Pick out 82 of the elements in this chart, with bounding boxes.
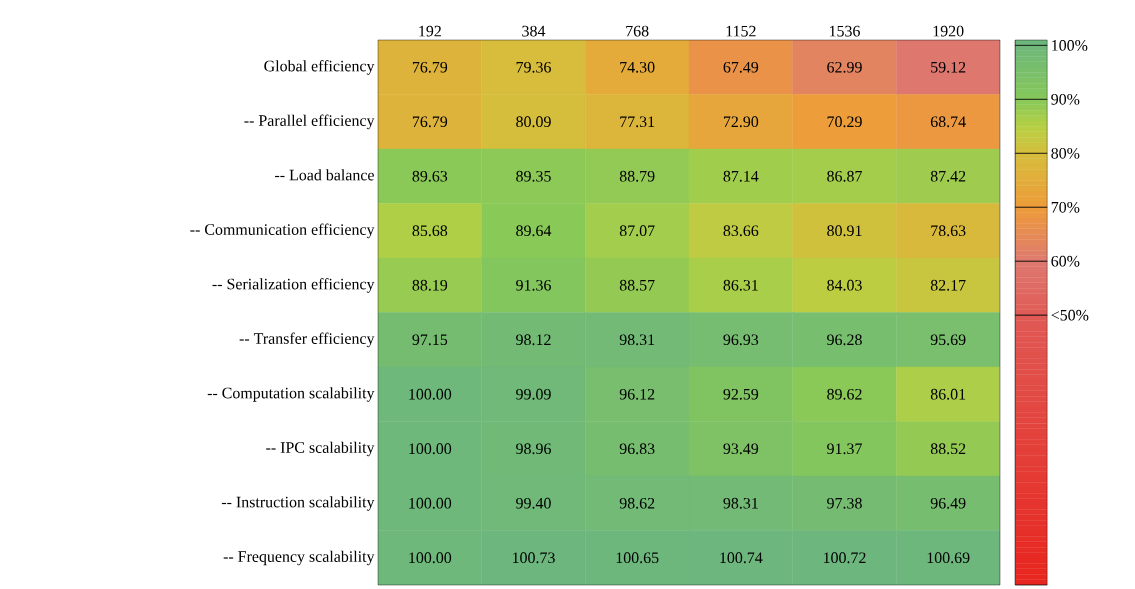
data-label: 88.19: [412, 279, 448, 291]
y-tick-label: -- Instruction scalability: [221, 496, 375, 511]
color-bar-label: 80%: [1051, 147, 1080, 159]
data-label: 85.68: [412, 225, 448, 237]
data-label: 70.29: [827, 116, 862, 128]
data-label: 72.90: [723, 116, 759, 128]
data-label: 77.31: [620, 116, 655, 128]
data-label: 96.93: [723, 334, 759, 346]
data-label: 99.09: [516, 388, 551, 400]
data-label: 100.72: [823, 552, 866, 564]
data-label: 100.65: [616, 552, 659, 564]
x-tick-label: 1920: [933, 25, 964, 37]
data-label: 88.57: [619, 279, 655, 291]
data-label: 74.30: [620, 61, 655, 73]
data-label: 100.00: [409, 388, 452, 400]
data-label: 76.79: [412, 61, 448, 73]
data-label: 91.37: [827, 443, 862, 455]
data-label: 88.79: [619, 170, 655, 182]
x-tick-label: 1152: [726, 25, 756, 37]
data-label: 92.59: [723, 388, 759, 400]
data-label: 87.42: [930, 170, 966, 182]
y-tick-label: -- Transfer efficiency: [239, 332, 375, 348]
data-label: 99.40: [516, 497, 551, 509]
data-label: 86.01: [930, 388, 966, 400]
data-label: 96.12: [619, 388, 655, 400]
data-label: 95.69: [930, 334, 966, 346]
data-label: 100.00: [409, 497, 452, 509]
y-tick-label: -- Parallel efficiency: [244, 114, 375, 130]
data-label: 79.36: [516, 61, 551, 73]
data-label: 80.91: [827, 225, 862, 237]
data-label: 62.99: [827, 61, 862, 73]
y-tick-label: Global efficiency: [264, 60, 375, 75]
data-label: 98.62: [619, 497, 655, 509]
data-label: 87.14: [723, 170, 759, 182]
data-label: 86.31: [723, 279, 758, 291]
color-bar-label: 60%: [1051, 255, 1080, 267]
data-label: 96.49: [930, 497, 966, 509]
data-label: 100.74: [720, 552, 763, 564]
data-label: 98.31: [619, 334, 655, 346]
data-label: 86.87: [827, 170, 862, 182]
y-tick-label: -- Load balance: [275, 169, 374, 181]
color-bar-label: 90%: [1051, 93, 1080, 105]
data-label: 59.12: [931, 61, 966, 73]
data-label: 91.36: [516, 279, 551, 291]
y-tick-label: -- IPC scalability: [266, 441, 375, 457]
data-label: 100.69: [927, 552, 970, 564]
data-label: 89.35: [516, 170, 551, 182]
x-tick-label: 384: [522, 25, 546, 37]
data-label: 96.83: [619, 443, 655, 455]
data-label: 78.63: [931, 225, 966, 237]
data-label: 98.31: [723, 497, 758, 509]
data-label: 88.52: [930, 443, 966, 455]
data-label: 67.49: [723, 61, 759, 73]
color-bar-label: 70%: [1051, 201, 1080, 213]
data-label: 89.62: [827, 388, 862, 400]
y-tick-label: -- Communication efficiency: [190, 223, 375, 239]
data-label: 100.00: [409, 552, 452, 564]
data-label: 98.12: [516, 334, 551, 346]
x-tick-label: 1536: [829, 25, 860, 37]
y-tick-label: -- Serialization efficiency: [212, 278, 375, 293]
data-label: 93.49: [723, 443, 759, 455]
data-label: 97.38: [827, 497, 862, 509]
color-bar-label: <50%: [1051, 309, 1089, 321]
data-label: 89.63: [412, 170, 448, 182]
data-label: 97.15: [412, 334, 448, 346]
data-label: 80.09: [516, 116, 551, 128]
y-tick-label: -- Computation scalability: [207, 387, 375, 402]
data-label: 89.64: [516, 225, 552, 237]
data-label: 87.07: [619, 225, 655, 237]
y-tick-label: -- Frequency scalability: [223, 550, 375, 566]
data-label: 100.73: [512, 552, 555, 564]
color-bar-label: 100%: [1052, 40, 1088, 51]
data-label: 100.00: [409, 443, 452, 455]
data-label: 96.28: [827, 334, 862, 346]
data-label: 82.17: [930, 279, 966, 291]
data-label: 83.66: [723, 225, 759, 237]
data-label: 68.74: [930, 116, 966, 128]
x-tick-label: 192: [419, 25, 441, 37]
data-label: 84.03: [827, 279, 862, 291]
data-label: 98.96: [516, 443, 551, 455]
x-tick-label: 768: [626, 25, 649, 37]
data-label: 76.79: [412, 116, 448, 128]
